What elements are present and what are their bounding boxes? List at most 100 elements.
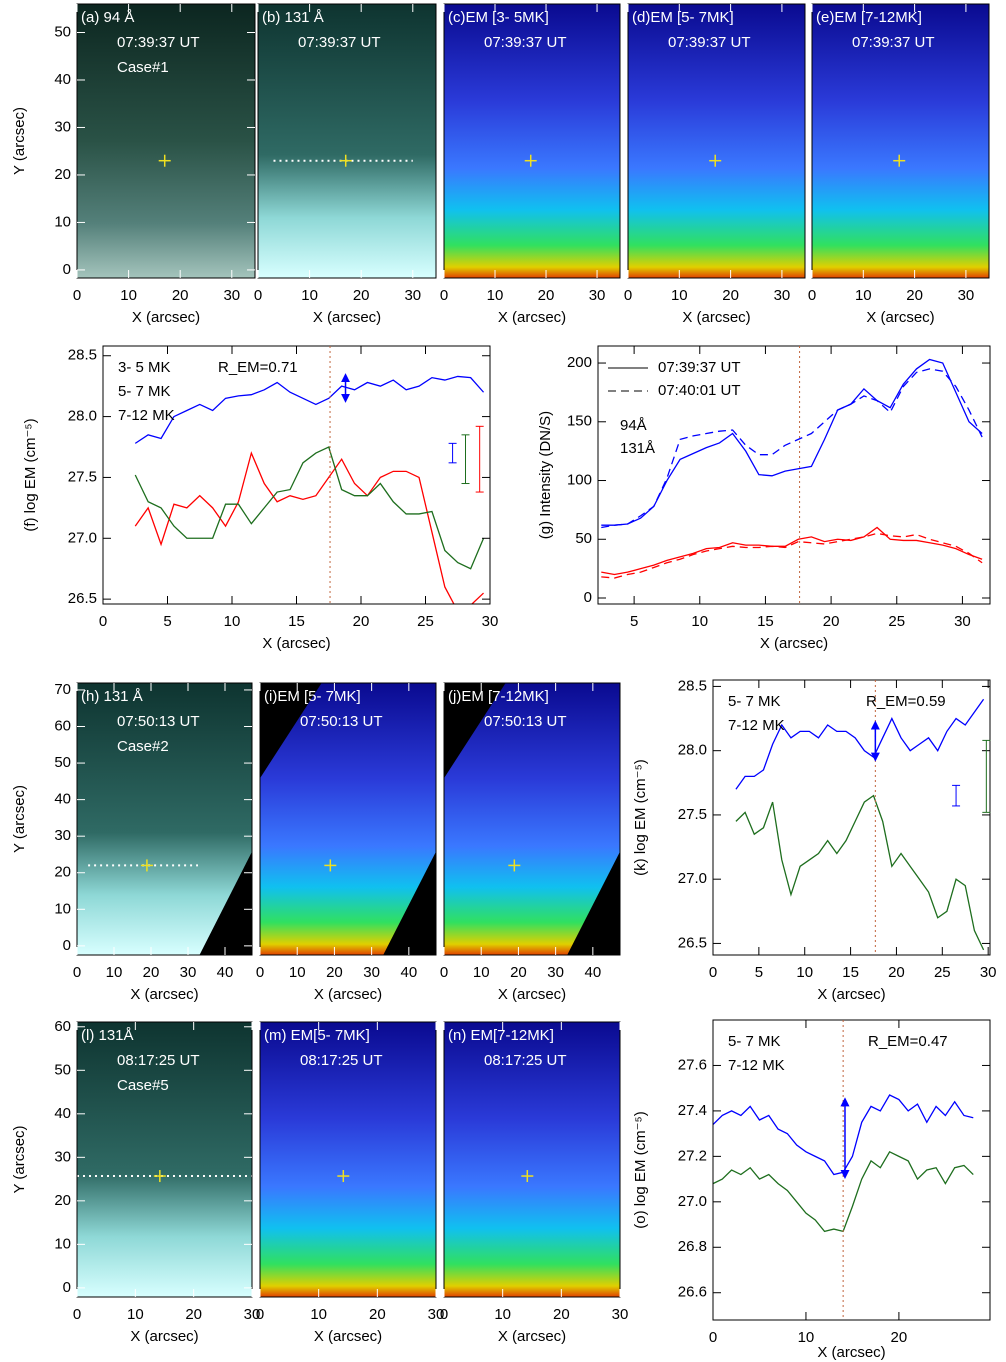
x-tick-label: 0 — [440, 1306, 448, 1323]
plot — [260, 1022, 436, 1297]
y-tick-label: 60 — [54, 1018, 71, 1035]
legend-entry: 07:39:37 UT — [658, 359, 741, 376]
x-tick-label: 15 — [842, 964, 859, 981]
x-tick-label: 30 — [482, 613, 499, 630]
annotation: R_EM=0.47 — [868, 1033, 948, 1050]
x-tick-label: 0 — [440, 964, 448, 981]
frame — [712, 1019, 991, 1321]
x-tick-label: 30 — [954, 613, 971, 630]
y-tick-label: 50 — [575, 530, 592, 547]
plot — [258, 4, 436, 278]
x-tick-label: 30 — [363, 964, 380, 981]
y-axis-label: Y (arcsec) — [11, 107, 28, 175]
x-tick-label: 40 — [400, 964, 417, 981]
x-tick-label: 40 — [584, 964, 601, 981]
legend-entry: 7-12 MK — [728, 717, 785, 734]
x-tick-label: 10 — [127, 1306, 144, 1323]
series-line — [134, 446, 485, 570]
series-line — [601, 532, 983, 579]
panel-label: (e)EM [7-12MK] — [816, 9, 922, 26]
panel-label: (j)EM [7-12MK] — [448, 688, 549, 705]
x-tick-label: 30 — [612, 1306, 629, 1323]
x-tick-label: 20 — [891, 1329, 908, 1346]
x-tick-label: 0 — [73, 287, 81, 304]
y-tick-label: 50 — [54, 1061, 71, 1078]
y-tick-label: 0 — [63, 261, 71, 278]
x-tick-label: 10 — [310, 1306, 327, 1323]
plot — [444, 683, 620, 955]
panel-label: (b) 131 Å — [262, 9, 324, 26]
y-axis-label: (g) Intensity (DN/S) — [537, 411, 554, 539]
y-tick-label: 27.4 — [678, 1102, 707, 1119]
channel-label: 131Å — [620, 440, 655, 457]
y-tick-label: 50 — [54, 754, 71, 771]
frame — [257, 3, 437, 279]
frame — [443, 3, 621, 279]
series-line — [134, 451, 484, 604]
x-tick-label: 20 — [353, 613, 370, 630]
plot — [77, 4, 255, 278]
x-axis-label: X (arcsec) — [498, 309, 566, 326]
x-tick-label: 10 — [487, 287, 504, 304]
image — [628, 4, 805, 278]
x-tick-label: 0 — [254, 287, 262, 304]
x-axis-label: X (arcsec) — [130, 986, 198, 1003]
series-line — [601, 368, 983, 529]
x-axis-label: X (arcsec) — [313, 309, 381, 326]
panel-label: Case#2 — [117, 738, 169, 755]
y-tick-label: 40 — [54, 71, 71, 88]
image — [260, 1022, 436, 1297]
series-line — [601, 358, 983, 526]
panel-label: 08:17:25 UT — [117, 1052, 200, 1069]
plot — [77, 683, 252, 955]
x-tick-label: 0 — [256, 964, 264, 981]
y-tick-label: 27.5 — [678, 806, 707, 823]
x-tick-label: 10 — [106, 964, 123, 981]
x-tick-label: 10 — [855, 287, 872, 304]
y-tick-label: 28.5 — [678, 677, 707, 694]
panel-label: 07:39:37 UT — [852, 34, 935, 51]
x-tick-label: 15 — [757, 613, 774, 630]
x-tick-label: 0 — [99, 613, 107, 630]
series-line — [735, 698, 985, 790]
frame — [76, 3, 256, 279]
frame — [597, 345, 991, 605]
y-tick-label: 40 — [54, 791, 71, 808]
legend-entry: 3- 5 MK — [118, 359, 171, 376]
y-tick-label: 30 — [54, 1148, 71, 1165]
x-tick-label: 30 — [180, 964, 197, 981]
x-axis-label: X (arcsec) — [682, 309, 750, 326]
y-tick-label: 50 — [54, 23, 71, 40]
y-tick-label: 150 — [567, 413, 592, 430]
data-gap — [260, 683, 322, 779]
x-tick-label: 30 — [774, 287, 791, 304]
y-tick-label: 27.0 — [678, 870, 707, 887]
frame — [811, 3, 990, 279]
panel-label: Case#5 — [117, 1077, 169, 1094]
plot — [444, 4, 620, 278]
y-axis-label: Y (arcsec) — [11, 785, 28, 853]
y-tick-label: 20 — [54, 864, 71, 881]
y-tick-label: 27.0 — [68, 529, 97, 546]
plot — [601, 358, 983, 579]
x-tick-label: 20 — [353, 287, 370, 304]
y-tick-label: 10 — [54, 900, 71, 917]
panel-label: (n) EM[7-12MK] — [448, 1027, 554, 1044]
plot — [444, 1022, 620, 1297]
x-tick-label: 20 — [326, 964, 343, 981]
x-tick-label: 20 — [722, 287, 739, 304]
y-tick-label: 200 — [567, 354, 592, 371]
x-tick-label: 0 — [73, 964, 81, 981]
legend-entry: 7-12 MK — [728, 1057, 785, 1074]
legend-entry: 07:40:01 UT — [658, 382, 741, 399]
y-tick-label: 28.0 — [68, 408, 97, 425]
y-axis-label: Y (arcsec) — [11, 1125, 28, 1193]
plot — [812, 4, 989, 278]
frame — [712, 679, 991, 956]
image — [444, 4, 620, 278]
x-tick-label: 20 — [888, 964, 905, 981]
plot — [260, 683, 436, 955]
x-tick-label: 0 — [709, 964, 717, 981]
